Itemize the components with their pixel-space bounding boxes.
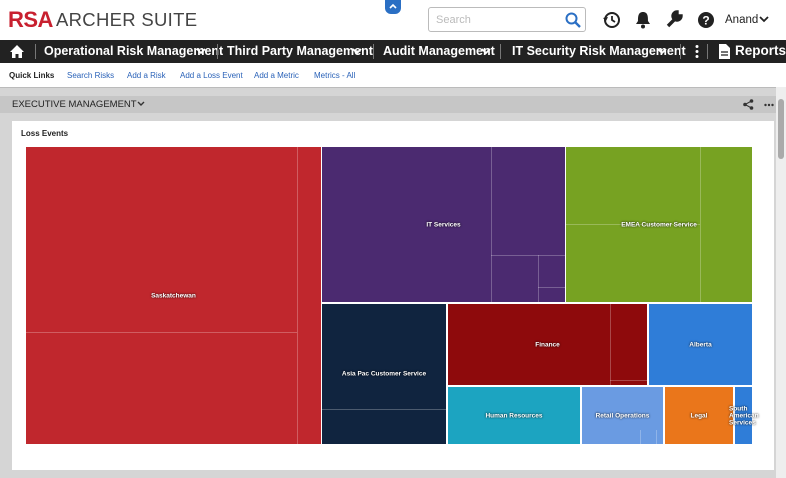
tile-label: South American Services [729,405,759,426]
tile-subdivision [610,304,611,385]
tile-subdivision [491,147,492,302]
tile-subdivision [700,147,701,302]
tile-subdivision [640,430,641,444]
treemap-tile[interactable]: Alberta [649,304,752,385]
quick-link[interactable]: Add a Loss Event [180,71,243,80]
user-name[interactable]: Anand [725,14,759,26]
collapse-tab[interactable] [385,0,401,14]
treemap-tile[interactable]: IT Services [322,147,565,302]
tile-label: Human Resources [485,412,543,419]
tile-subdivision [322,409,446,410]
widget-card: Loss Events Saskatchewan IT Services EMEA … [12,121,774,470]
treemap-tile[interactable]: Finance [448,304,647,385]
nav-item[interactable]: IT Security Risk Management [512,44,686,58]
brand: RSA [8,7,53,32]
tile-subdivision [297,147,298,444]
history-icon[interactable] [603,11,621,29]
home-icon[interactable] [9,44,25,59]
tile-subdivision [610,380,647,381]
tile-subdivision [538,255,539,302]
product-name: ARCHER SUITE [56,9,198,30]
options-icon[interactable] [764,103,774,107]
search-box[interactable]: Search [428,7,586,32]
tile-label: Retail Operations [595,412,650,419]
tile-label: Saskatchewan [151,292,196,299]
more-icon[interactable] [694,44,700,59]
header: RSA ARCHER SUITE Search ? Anand [0,0,786,40]
tile-subdivision [566,224,700,225]
quick-link[interactable]: Search Risks [67,71,115,80]
tools-icon[interactable] [665,10,683,28]
quick-link[interactable]: Metrics - All [314,71,356,80]
workspace-bar: EXECUTIVE MANAGEMENT [0,96,776,113]
nav-item[interactable]: Audit Management [383,44,495,58]
quick-link[interactable]: Add a Risk [127,71,166,80]
treemap-tile[interactable]: EMEA Customer Service [566,147,752,302]
treemap-tile[interactable]: Legal [665,387,733,444]
tile-label: Asia Pac Customer Service [341,370,427,378]
reports-link[interactable]: Reports [735,43,786,58]
quick-link[interactable]: Add a Metric [254,71,299,80]
tile-label: Legal [690,412,708,419]
quick-links-bar: Quick Links Search Risks Add a Risk Add … [0,63,786,88]
treemap-tile[interactable]: Retail Operations [582,387,663,444]
svg-text:?: ? [702,14,709,28]
treemap-tile[interactable]: Saskatchewan [26,147,321,444]
tile-subdivision [656,430,657,444]
treemap-tile[interactable]: South American Services [729,387,759,444]
nav-bar: Operational Risk Management Third Party … [0,40,786,63]
tile-subdivision [538,287,565,288]
tile-subdivision [26,332,297,333]
tile-label: Finance [535,341,560,348]
treemap-tile[interactable]: Asia Pac Customer Service [322,304,446,444]
search-icon[interactable] [565,12,581,28]
nav-item[interactable]: Operational Risk Management [44,44,224,58]
tile-subdivision [491,255,565,256]
scrollbar[interactable] [776,87,786,478]
reports-icon[interactable] [718,43,731,60]
workspace-title[interactable]: EXECUTIVE MANAGEMENT [12,99,137,110]
treemap-tile[interactable]: Human Resources [448,387,580,444]
tile-label: EMEA Customer Service [621,221,697,228]
user-menu-chevron[interactable] [759,15,769,23]
tile-label: Alberta [689,341,712,348]
quick-links-label: Quick Links [9,71,55,80]
tile-label: IT Services [426,221,461,228]
notifications-icon[interactable] [635,11,651,29]
search-placeholder: Search [436,14,471,26]
share-icon[interactable] [743,99,754,110]
treemap: Saskatchewan IT Services EMEA Customer Ser… [26,147,759,444]
nav-item[interactable]: Third Party Management [227,44,373,58]
help-icon[interactable]: ? [697,11,715,29]
widget-title: Loss Events [21,129,69,138]
